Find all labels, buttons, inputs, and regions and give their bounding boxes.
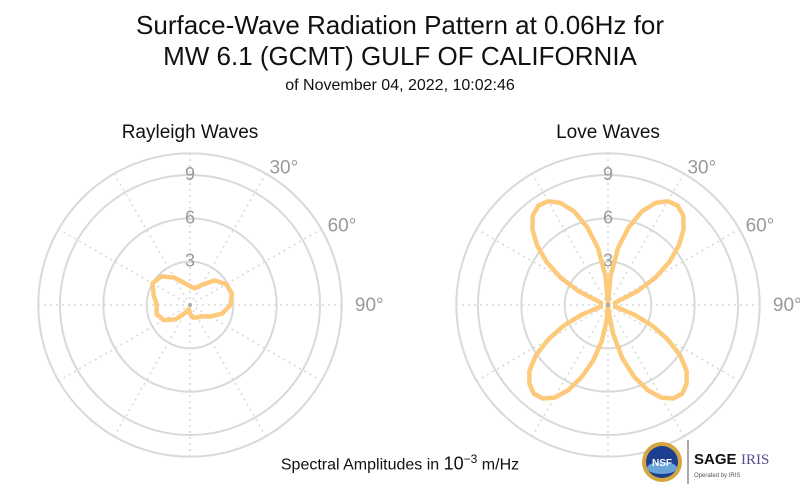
grid-circle bbox=[59, 174, 321, 436]
chart-subtitle: of November 04, 2022, 10:02:46 bbox=[285, 77, 515, 94]
angular-tick-label: 30° bbox=[269, 157, 298, 178]
units-prefix: Spectral Amplitudes in bbox=[280, 456, 444, 474]
angular-tick-label: 60° bbox=[328, 216, 357, 237]
units-suffix: m/Hz bbox=[477, 456, 520, 474]
grid-spoke bbox=[531, 304, 609, 437]
grid-spoke bbox=[476, 228, 609, 306]
units-base: 10 bbox=[443, 453, 464, 474]
angular-tick-label: 90° bbox=[773, 295, 800, 316]
radiation-pattern-curve bbox=[527, 198, 689, 401]
grid-circle bbox=[520, 217, 696, 393]
operated-by-text: Operated by IRIS bbox=[694, 473, 740, 479]
angular-tick-label: 90° bbox=[355, 295, 384, 316]
grid-spoke bbox=[58, 228, 191, 306]
grid-spoke bbox=[189, 228, 322, 306]
grid-spoke bbox=[607, 228, 740, 306]
logo-group: NSF SAGE IRIS Operated by IRIS bbox=[642, 440, 769, 484]
radiation-pattern-curve bbox=[150, 274, 235, 323]
radial-tick-label: 9 bbox=[603, 164, 613, 184]
grid-spoke bbox=[607, 304, 685, 437]
panel-title: Rayleigh Waves bbox=[122, 122, 259, 143]
angular-tick-label: 60° bbox=[746, 216, 775, 237]
grid-circle bbox=[102, 217, 278, 393]
grid-spoke bbox=[113, 173, 191, 306]
sage-logo-text: SAGE bbox=[694, 451, 737, 468]
nsf-logo: NSF bbox=[642, 442, 682, 482]
nsf-logo-text: NSF bbox=[652, 458, 672, 469]
units-label: Spectral Amplitudes in 10−3 m/Hz bbox=[0, 452, 800, 474]
radial-tick-label: 9 bbox=[185, 164, 195, 184]
grid-circle bbox=[477, 174, 739, 436]
grid-spoke bbox=[113, 304, 191, 437]
grid-spoke bbox=[607, 304, 740, 382]
chart-title-line2: MW 6.1 (GCMT) GULF OF CALIFORNIA bbox=[163, 41, 637, 71]
iris-logo-text: IRIS bbox=[741, 452, 769, 468]
radial-tick-label: 3 bbox=[185, 251, 195, 271]
grid-spoke bbox=[607, 173, 685, 306]
center-point bbox=[606, 303, 610, 307]
center-point bbox=[188, 303, 192, 307]
radial-tick-label: 6 bbox=[185, 207, 195, 227]
grid-spoke bbox=[476, 304, 609, 382]
grid-spoke bbox=[531, 173, 609, 306]
radial-tick-label: 6 bbox=[603, 207, 613, 227]
grid-spoke bbox=[189, 304, 267, 437]
angular-tick-label: 30° bbox=[687, 157, 716, 178]
chart-title-line1: Surface-Wave Radiation Pattern at 0.06Hz… bbox=[136, 10, 664, 40]
panel-title: Love Waves bbox=[556, 122, 660, 143]
units-exponent: −3 bbox=[463, 452, 478, 466]
radial-tick-label: 3 bbox=[603, 251, 613, 271]
